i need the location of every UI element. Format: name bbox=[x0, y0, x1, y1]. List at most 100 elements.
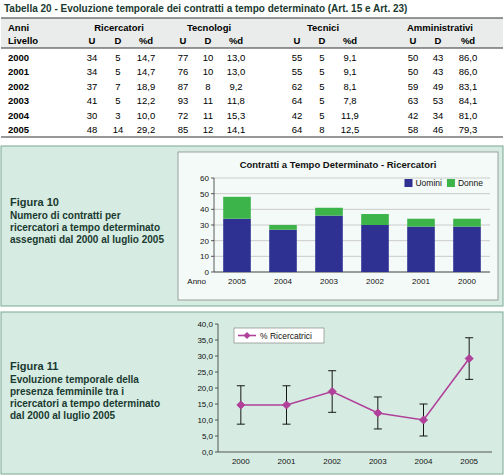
bar bbox=[269, 225, 297, 230]
tick-mark bbox=[211, 209, 214, 210]
table-cell: 14,1 bbox=[227, 124, 246, 135]
table-cell: 10 bbox=[203, 66, 214, 77]
bar bbox=[453, 227, 481, 272]
table-cell: 77 bbox=[178, 52, 189, 63]
table-cell: 14,7 bbox=[137, 66, 156, 77]
table-cell: 41 bbox=[87, 95, 98, 106]
table-subheader: U bbox=[410, 35, 417, 46]
table-cell: 34 bbox=[87, 52, 98, 63]
bar bbox=[453, 219, 481, 227]
x-tick-label: 2003 bbox=[320, 277, 338, 286]
error-bar-cap bbox=[420, 404, 428, 405]
grid-line bbox=[214, 272, 490, 273]
legend-label: Donne bbox=[458, 178, 483, 188]
table-cell: 93 bbox=[178, 95, 189, 106]
x-axis-label: Anno bbox=[187, 277, 206, 286]
x-tick-label: 2003 bbox=[369, 457, 387, 466]
line bbox=[241, 359, 469, 420]
y-tick-label: 10 bbox=[200, 252, 209, 261]
table-subheader: D bbox=[319, 35, 326, 46]
legend-label: % Ricercatrici bbox=[260, 331, 312, 341]
error-bar bbox=[283, 386, 291, 424]
table-cell: 5 bbox=[115, 95, 120, 106]
table-cell: 46 bbox=[433, 124, 444, 135]
error-bar bbox=[374, 397, 382, 429]
table-cell: 55 bbox=[292, 52, 303, 63]
table-cell: 76 bbox=[178, 66, 189, 77]
table-cell: 34 bbox=[433, 110, 444, 121]
legend-marker bbox=[244, 332, 251, 339]
table-subheader: Livello bbox=[8, 35, 38, 46]
chart-area bbox=[178, 152, 498, 300]
marker bbox=[465, 355, 473, 363]
error-bar-cap bbox=[283, 424, 291, 425]
y-tick-label: 20,0 bbox=[197, 384, 213, 393]
marker bbox=[420, 416, 428, 424]
grid-line bbox=[214, 225, 490, 226]
table-cell: 58 bbox=[408, 124, 419, 135]
error-bar-cap bbox=[283, 385, 291, 386]
table-cell: 10 bbox=[203, 52, 214, 63]
x-tick-label: 2000 bbox=[458, 277, 476, 286]
table-cell: 13,0 bbox=[227, 66, 246, 77]
table-cell: 11 bbox=[203, 95, 213, 106]
table-cell: 5 bbox=[115, 66, 120, 77]
y-tick-label: 60 bbox=[200, 174, 209, 183]
table-cell: 13,0 bbox=[227, 52, 246, 63]
table-cell: 83,1 bbox=[459, 81, 478, 92]
table-cell: 9,1 bbox=[343, 52, 356, 63]
figure-caption: Numero di contratti per ricercatori a te… bbox=[10, 210, 168, 246]
table-cell: 64 bbox=[292, 124, 303, 135]
table-cell: 15,3 bbox=[227, 110, 246, 121]
table-cell: 2002 bbox=[8, 81, 29, 92]
table-cell: 10,0 bbox=[137, 110, 156, 121]
tick-mark bbox=[211, 240, 214, 241]
plot-marks bbox=[237, 338, 473, 436]
table-cell: 2003 bbox=[8, 95, 29, 106]
plot-marks bbox=[223, 197, 481, 272]
legend-label: Uomini bbox=[415, 178, 442, 188]
bar bbox=[361, 214, 389, 225]
table-cell: 5 bbox=[319, 81, 324, 92]
table-subheader: U bbox=[294, 35, 301, 46]
grid-line bbox=[214, 193, 490, 194]
table-cell: 49 bbox=[433, 81, 444, 92]
table-subheader: U bbox=[89, 35, 96, 46]
x-axis bbox=[214, 272, 490, 273]
tick-mark bbox=[215, 356, 218, 357]
bar bbox=[407, 219, 435, 227]
table-cell: 8 bbox=[205, 81, 210, 92]
table-subheader: U bbox=[180, 35, 187, 46]
table-cell: 84,1 bbox=[459, 95, 478, 106]
table-cell: 7,8 bbox=[343, 95, 356, 106]
table-subheader: %d bbox=[343, 35, 357, 46]
page: Tabella 20 - Evoluzione temporale dei co… bbox=[0, 0, 504, 476]
table-cell: 86,0 bbox=[459, 52, 478, 63]
figure-label: Figura 10 bbox=[10, 196, 59, 208]
figure-label: Figura 11 bbox=[10, 360, 58, 372]
table-cell: 29,2 bbox=[137, 124, 156, 135]
tick-mark bbox=[215, 420, 218, 421]
table-cell: 11,8 bbox=[227, 95, 245, 106]
y-tick-label: 50 bbox=[200, 190, 209, 199]
table-cell: 12,5 bbox=[341, 124, 360, 135]
table-subheader: %d bbox=[461, 35, 475, 46]
table-cell: 42 bbox=[292, 110, 303, 121]
table-header: Ricercatori bbox=[94, 22, 144, 33]
table-header: Amministrativi bbox=[407, 22, 473, 33]
table-cell: 18,9 bbox=[137, 81, 156, 92]
table-rule bbox=[1, 48, 503, 49]
table-cell: 55 bbox=[292, 66, 303, 77]
legend-swatch bbox=[447, 179, 455, 187]
legend: Uomini Donne bbox=[404, 178, 483, 188]
bar bbox=[315, 208, 343, 216]
tick-mark bbox=[215, 340, 218, 341]
chart-title: Contratti a Tempo Determinato - Ricercat… bbox=[240, 159, 437, 170]
grid-line bbox=[214, 240, 490, 241]
tick-mark bbox=[211, 193, 214, 194]
table-subheader: %d bbox=[229, 35, 243, 46]
table-cell: 50 bbox=[408, 66, 419, 77]
table-cell: 5 bbox=[319, 95, 324, 106]
error-bar bbox=[420, 404, 428, 436]
table-cell: 12,2 bbox=[137, 95, 156, 106]
